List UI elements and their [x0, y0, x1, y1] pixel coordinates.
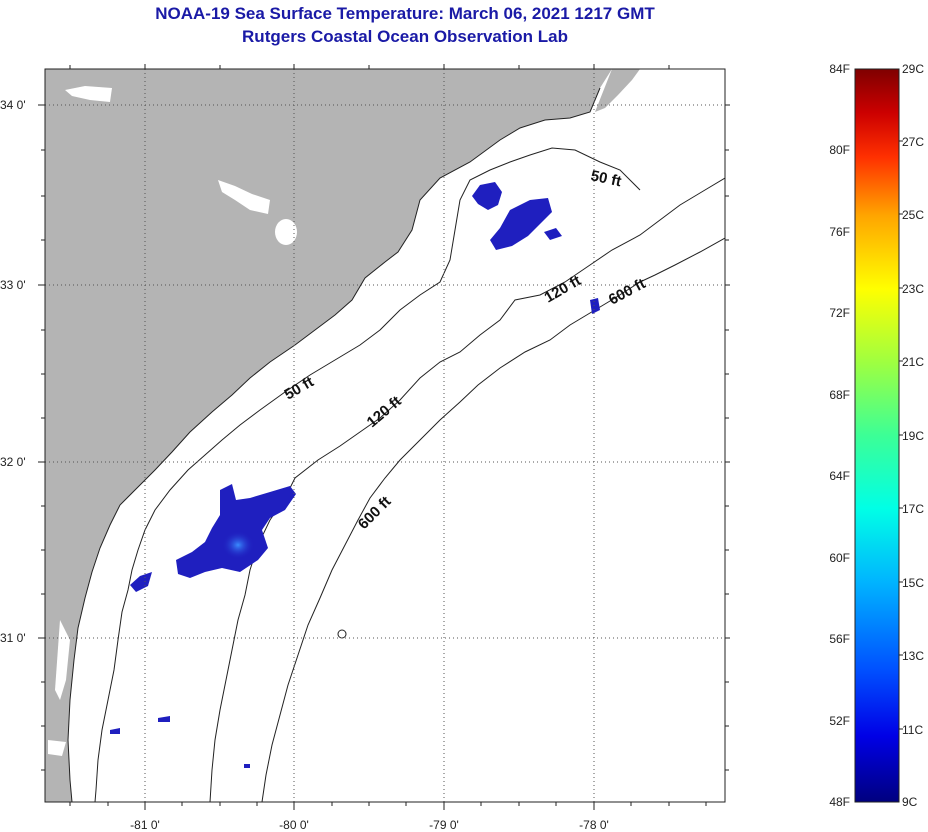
contour-120ft: [209, 177, 725, 802]
lat-label-31: 31 0': [0, 631, 26, 645]
graticule: [45, 69, 725, 802]
colorbar-ticks: [899, 140, 903, 730]
map-frame: [44, 68, 726, 803]
colorbar-label-f: 64F: [829, 469, 850, 483]
colorbar-label-f: 52F: [829, 714, 850, 728]
lon-label-81: -81 0': [130, 818, 160, 832]
lon-label-78: -78 0': [579, 818, 609, 832]
lat-label-34: 34 0': [0, 98, 26, 112]
colorbar-label-f: 48F: [829, 795, 850, 809]
contour-600ft: [261, 237, 725, 802]
colorbar-label-c: 15C: [902, 576, 925, 590]
lat-label-32: 32 0': [0, 455, 26, 469]
axis-ticks: [38, 64, 730, 810]
contour-50ft: [94, 147, 641, 802]
colorbar-label-c: 29C: [902, 62, 925, 76]
colorbar-label-f: 84F: [829, 62, 850, 76]
lat-label-33: 33 0': [0, 278, 26, 292]
lon-label-80: -80 0': [279, 818, 309, 832]
land-mass: [45, 69, 612, 802]
colorbar-label-f: 56F: [829, 632, 850, 646]
colorbar: [854, 68, 900, 803]
colorbar-label-c: 19C: [902, 429, 925, 443]
colorbar-label-f: 76F: [829, 225, 850, 239]
contour-label-50ft-north: 50 ft: [589, 167, 623, 190]
colorbar-label-c: 17C: [902, 502, 925, 516]
colorbar-label-c: 23C: [902, 282, 925, 296]
colorbar-label-c: 9C: [902, 795, 918, 809]
colorbar-label-f: 60F: [829, 551, 850, 565]
colorbar-label-c: 25C: [902, 208, 925, 222]
colorbar-label-c: 13C: [902, 649, 925, 663]
colorbar-label-f: 68F: [829, 388, 850, 402]
sst-patches: [110, 182, 600, 768]
map-title: NOAA-19 Sea Surface Temperature: March 0…: [155, 4, 655, 23]
colorbar-label-f: 80F: [829, 143, 850, 157]
lon-label-79: -79 0': [429, 818, 459, 832]
colorbar-label-f: 72F: [829, 306, 850, 320]
colorbar-label-c: 11C: [902, 723, 924, 737]
colorbar-label-c: 27C: [902, 135, 925, 149]
land-mass-northeast: [595, 69, 640, 112]
colorbar-label-c: 21C: [902, 355, 925, 369]
map-subtitle: Rutgers Coastal Ocean Observation Lab: [242, 27, 568, 46]
